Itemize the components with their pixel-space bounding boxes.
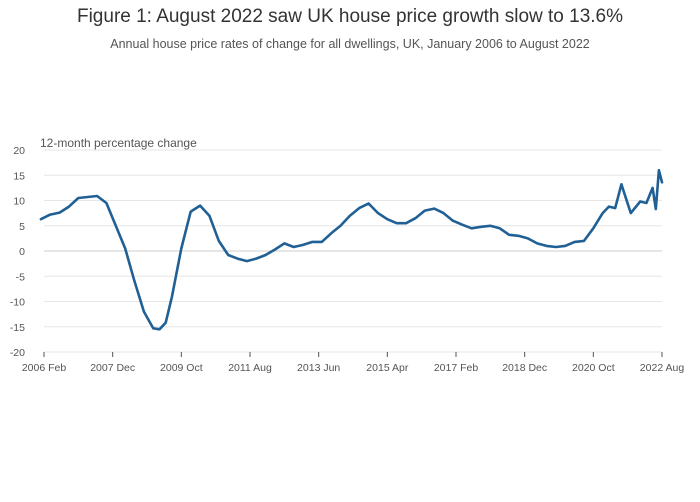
y-tick-label: -20: [10, 347, 25, 359]
x-axis: 2006 Feb 2007 Dec 2009 Oct 2011 Aug 2013 Jun…: [22, 352, 685, 374]
series: [39, 168, 664, 331]
chart-title: Figure 1: August 2022 saw UK house price…: [76, 6, 624, 27]
x-tick-label: 2009 Oct: [160, 362, 203, 374]
x-tick-label: 2015 Apr: [366, 362, 409, 374]
y-axis-label: 12-month percentage change: [40, 136, 197, 150]
y-tick-label: -10: [10, 297, 25, 309]
x-tick-label: 2022 Aug: [640, 362, 685, 374]
y-tick-label: 5: [19, 221, 25, 233]
gridlines: [44, 149, 662, 353]
y-tick-label: -5: [16, 271, 25, 283]
x-tick-label: 2017 Feb: [434, 362, 479, 374]
y-tick-label: 15: [13, 170, 25, 182]
y-tick-label: 10: [13, 196, 25, 208]
y-tick-label: 20: [13, 145, 25, 157]
x-tick-label: 2013 Jun: [297, 362, 340, 374]
x-tick-label: 2007 Dec: [90, 362, 135, 374]
y-tick-label: 0: [19, 246, 25, 258]
x-tick-label: 2018 Dec: [502, 362, 547, 374]
x-tick-label: 2020 Oct: [572, 362, 615, 374]
series-line: [39, 168, 664, 331]
chart-subtitle: Annual house price rates of change for a…: [110, 37, 590, 51]
y-tick-label: -15: [10, 322, 25, 334]
y-axis: 20 15 10 5 0 -5 -10 -15 -20: [10, 145, 25, 359]
x-tick-label: 2011 Aug: [228, 362, 272, 374]
x-tick-label: 2006 Feb: [22, 362, 67, 374]
